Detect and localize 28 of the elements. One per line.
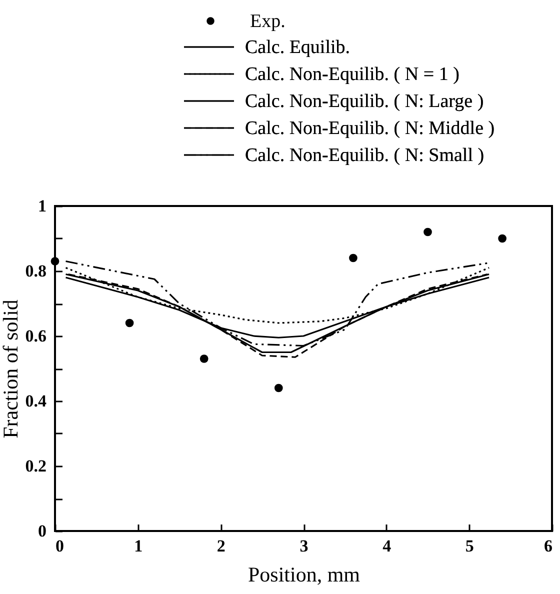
x-tick-label: 4 (382, 536, 392, 556)
legend-label: Calc. Non-Equilib. ( N: Middle ) (245, 118, 495, 139)
x-tick-label: 6 (544, 536, 552, 556)
legend-label: Calc. Non-Equilib. ( N: Small ) (245, 145, 484, 166)
point (349, 254, 358, 262)
legend-label: Exp. (250, 11, 286, 32)
point (50, 257, 60, 266)
legend-label: Calc. Non-Equilib. ( N = 1 ) (245, 64, 460, 85)
x-axis-title: Position, mm (248, 562, 360, 586)
y-axis-title: Fraction of solid (0, 299, 22, 438)
x-tick-label: 3 (300, 536, 308, 556)
point (498, 234, 506, 243)
point (125, 318, 134, 328)
y-tick-label: 0.2 (25, 456, 46, 476)
x-tick-label: 1 (134, 536, 143, 556)
y-tick-label: 0.4 (25, 392, 47, 410)
y-tick-label: 1 (38, 196, 46, 216)
point (424, 228, 432, 236)
y-tick-label: 0.6 (25, 326, 46, 346)
legend-label: Calc. Equilib. (245, 37, 350, 58)
y-tick-label: 0.8 (25, 262, 46, 280)
point (274, 384, 283, 392)
point (200, 354, 208, 363)
x-tick-label: 2 (216, 536, 226, 556)
x-tick-label: 5 (465, 536, 474, 556)
y-tick-label: 0 (38, 522, 46, 540)
legend-label: Calc. Non-Equilib. ( N: Large ) (245, 91, 484, 112)
x-tick-label: 0 (56, 536, 64, 556)
